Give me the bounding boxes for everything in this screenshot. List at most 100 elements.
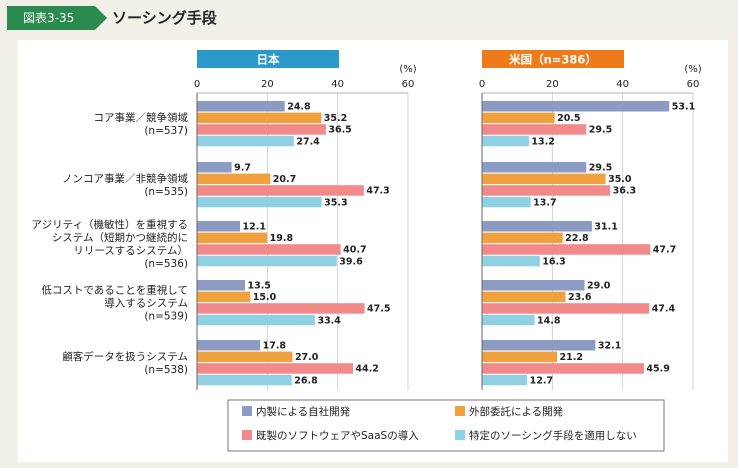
- value-label-japan-s3-g5: 44.2: [355, 364, 378, 375]
- category-label: ノンコア事業／非競争領域: [62, 172, 188, 185]
- value-label-japan-s4-g5: 26.8: [294, 375, 318, 386]
- bar-japan-s4-g2: [197, 196, 322, 208]
- tick-label-japan: 60: [402, 79, 415, 90]
- value-label-us-s4-g2: 13.7: [533, 197, 556, 208]
- bar-japan-s4-g4: [197, 314, 315, 326]
- tick-label-japan: 20: [261, 79, 274, 90]
- value-label-us-s4-g5: 12.7: [530, 375, 553, 386]
- category-label: (n=537): [144, 125, 188, 137]
- value-label-japan-s1-g4: 13.5: [247, 281, 270, 292]
- bar-japan-s4-g5: [197, 374, 292, 386]
- legend-label-4: 特定のソーシング手段を適用しない: [469, 429, 637, 442]
- unit-label-japan: (%): [399, 64, 416, 75]
- value-label-japan-s4-g4: 33.4: [317, 315, 341, 326]
- category-label: 導入するシステム: [104, 297, 188, 310]
- value-label-japan-s1-g5: 17.8: [263, 341, 287, 352]
- legend-label-1: 内製による自社開発: [256, 405, 351, 418]
- bar-japan-s1-g1: [197, 101, 285, 112]
- bar-us-s3-g3: [482, 244, 651, 255]
- value-label-japan-s4-g3: 39.6: [339, 256, 363, 267]
- tick-label-us: 20: [546, 79, 559, 90]
- value-label-japan-s1-g1: 24.8: [287, 102, 311, 113]
- value-label-us-s1-g5: 32.1: [598, 341, 621, 352]
- bar-us-s3-g2: [482, 185, 611, 196]
- bar-us-s2-g4: [482, 291, 566, 303]
- bar-us-s1-g2: [482, 162, 587, 173]
- value-label-japan-s3-g1: 36.5: [328, 125, 351, 136]
- value-label-japan-s4-g1: 27.4: [296, 136, 320, 147]
- tick-label-us: 40: [616, 79, 629, 90]
- panel-title-us: 米国（n=386）: [508, 53, 597, 67]
- unit-label-us: (%): [684, 64, 701, 75]
- value-label-japan-s2-g4: 15.0: [253, 292, 277, 303]
- bar-japan-s3-g1: [197, 124, 326, 135]
- value-label-japan-s2-g2: 20.7: [273, 174, 296, 185]
- value-label-us-s4-g4: 14.8: [537, 315, 561, 326]
- tick-label-japan: 0: [194, 79, 200, 90]
- category-label: リリースするシステム）: [73, 245, 188, 257]
- value-label-us-s1-g2: 29.5: [589, 163, 612, 174]
- bar-us-s1-g5: [482, 340, 596, 351]
- value-label-us-s2-g2: 35.0: [608, 174, 632, 185]
- value-label-japan-s2-g3: 19.8: [270, 233, 294, 244]
- value-label-us-s2-g5: 21.2: [560, 352, 583, 363]
- bar-us-s3-g4: [482, 303, 650, 314]
- bar-japan-s2-g3: [197, 232, 268, 244]
- legend-label-3: 既製のソフトウェアやSaaSの導入: [256, 429, 419, 442]
- legend-swatch-1: [242, 406, 252, 416]
- value-label-us-s3-g2: 36.3: [613, 186, 636, 197]
- value-label-japan-s1-g2: 9.7: [234, 163, 251, 174]
- bar-us-s4-g1: [482, 135, 529, 147]
- figure-title: ソーシング手段: [112, 9, 217, 27]
- category-label: (n=539): [144, 311, 188, 323]
- bar-japan-s3-g5: [197, 363, 353, 374]
- bar-japan-s1-g4: [197, 280, 245, 291]
- value-label-japan-s1-g3: 12.1: [243, 222, 266, 233]
- category-label: 低コストであることを重視して: [41, 284, 188, 297]
- value-label-us-s1-g1: 53.1: [672, 102, 695, 113]
- bar-us-s4-g3: [482, 255, 540, 267]
- legend-swatch-4: [455, 430, 465, 440]
- bar-japan-s1-g5: [197, 340, 261, 351]
- legend-label-2: 外部委託による開発: [469, 405, 564, 418]
- figure-number-badge: 図表3-35: [7, 6, 107, 30]
- legend-box: [227, 399, 665, 452]
- category-label: (n=536): [144, 258, 188, 270]
- legend-swatch-3: [242, 430, 252, 440]
- value-label-us-s2-g3: 22.8: [565, 233, 589, 244]
- bar-us-s3-g5: [482, 363, 644, 374]
- bar-japan-s4-g1: [197, 135, 294, 147]
- bar-us-s2-g2: [482, 173, 606, 185]
- tick-label-us: 0: [479, 79, 485, 90]
- value-label-japan-s4-g2: 35.3: [324, 197, 347, 208]
- value-label-us-s3-g4: 47.4: [652, 304, 676, 315]
- bar-japan-s2-g4: [197, 291, 251, 303]
- legend-swatch-2: [455, 406, 465, 416]
- value-label-us-s4-g3: 16.3: [542, 256, 565, 267]
- bar-us-s2-g1: [482, 112, 555, 124]
- category-label: システム（短期かつ継続的に: [52, 231, 188, 244]
- category-label: (n=538): [144, 364, 188, 376]
- value-label-japan-s2-g5: 27.0: [295, 352, 319, 363]
- value-label-us-s3-g5: 45.9: [646, 364, 669, 375]
- bar-japan-s2-g1: [197, 112, 322, 124]
- bar-japan-s3-g3: [197, 244, 341, 255]
- bar-us-s4-g2: [482, 196, 531, 208]
- value-label-us-s2-g4: 23.6: [568, 292, 592, 303]
- value-label-us-s1-g3: 31.1: [594, 222, 617, 233]
- bar-japan-s3-g2: [197, 185, 364, 196]
- bar-japan-s1-g2: [197, 162, 232, 173]
- value-label-japan-s3-g4: 47.5: [367, 304, 390, 315]
- bar-us-s2-g5: [482, 351, 558, 363]
- value-label-us-s1-g4: 29.0: [587, 281, 611, 292]
- value-label-japan-s3-g2: 47.3: [366, 186, 389, 197]
- bar-us-s3-g1: [482, 124, 587, 135]
- category-label: アジリティ（機敏性）を重視する: [32, 218, 188, 231]
- value-label-us-s4-g1: 13.2: [531, 136, 554, 147]
- category-label: (n=535): [144, 186, 188, 198]
- tick-label-us: 60: [687, 79, 700, 90]
- value-label-japan-s2-g1: 35.2: [324, 113, 347, 124]
- panel-header-us: [482, 50, 624, 68]
